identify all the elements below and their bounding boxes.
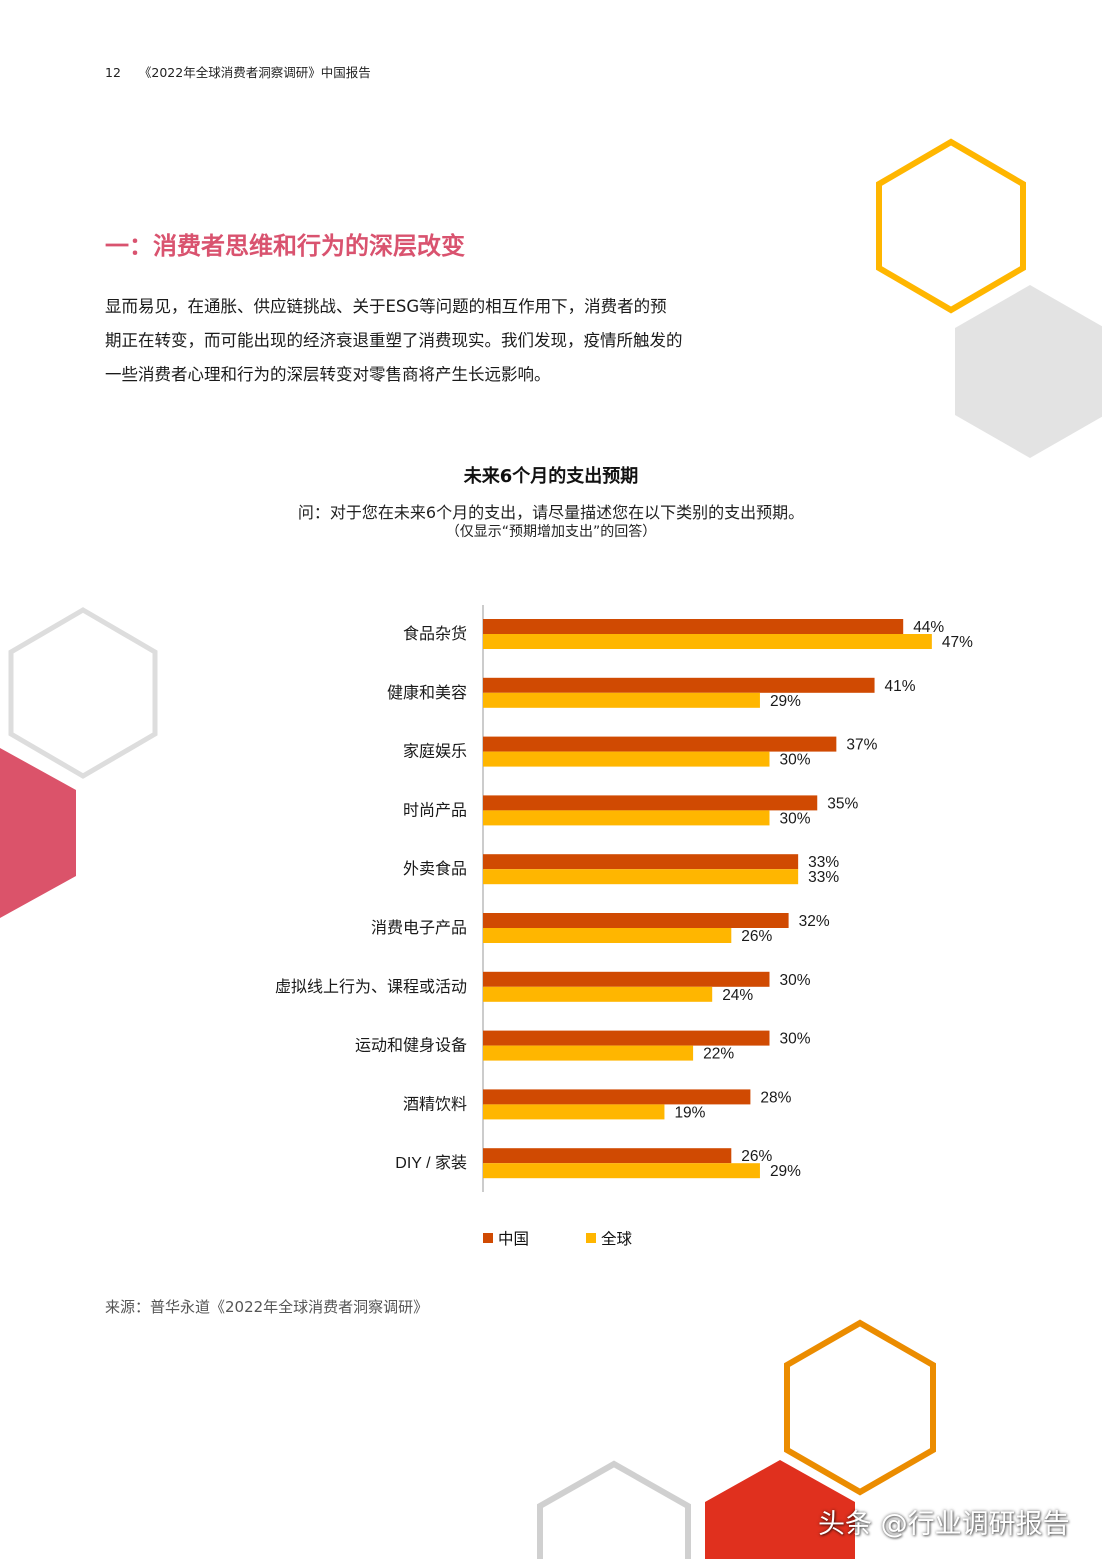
- red-hexagon-bottom: [705, 1460, 855, 1559]
- chart-title: 未来6个月的支出预期: [463, 466, 639, 487]
- category-label: 食品杂货: [403, 625, 467, 643]
- bar-global: [483, 634, 932, 649]
- legend-swatch-china: [483, 1233, 493, 1243]
- bar-china: [483, 971, 770, 987]
- data-label-china: 32%: [799, 913, 830, 930]
- bar-china: [483, 913, 789, 928]
- category-label: 时尚产品: [403, 801, 467, 819]
- legend-item-china: 中国: [483, 1227, 529, 1249]
- spending-expectation-bar-chart: 食品杂货 44%47% 健康和美容 41% 29% 家庭娱乐 37% 30% 时尚产品 35% 30…: [275, 605, 973, 1192]
- bar-global: [483, 751, 770, 767]
- bar-global: [483, 1045, 694, 1061]
- data-label-global: 47%: [942, 634, 973, 651]
- data-label-china: 26%: [741, 1148, 772, 1165]
- data-label-global: 30%: [780, 752, 811, 769]
- legend-swatch-global: [585, 1233, 596, 1243]
- bar-global: [483, 928, 732, 943]
- data-label-china: 41%: [885, 678, 916, 695]
- page-header: 12 《2022年全球消费者洞察调研》中国报告: [105, 62, 371, 81]
- bar-global: [483, 810, 770, 826]
- intro-paragraph: 显而易见，在通胀、供应链挑战、关于ESG等问题的相互作用下，消费者的预 期正在转…: [105, 290, 773, 392]
- bar-global: [483, 869, 799, 885]
- bar-global: [483, 692, 760, 708]
- category-label: 外卖食品: [403, 860, 467, 878]
- data-label-china: 37%: [846, 737, 877, 754]
- grey-hexagon-outline-left: [8, 607, 158, 779]
- data-label-china: 30%: [780, 1031, 811, 1048]
- legend-label-global: 全球: [600, 1230, 632, 1248]
- data-label-global: 29%: [770, 1163, 801, 1180]
- intro-line: 显而易见，在通胀、供应链挑战、关于ESG等问题的相互作用下，消费者的预: [105, 297, 667, 316]
- data-label-global: 22%: [703, 1046, 734, 1063]
- bar-china: [483, 619, 904, 634]
- category-label: 运动和健身设备: [355, 1037, 467, 1055]
- data-label-china: 35%: [827, 795, 858, 812]
- data-label-global: 30%: [780, 810, 811, 827]
- bar-china: [483, 1148, 732, 1164]
- chart-question: 问：对于您在未来6个月的支出，请尽量描述您在以下类别的支出预期。: [297, 503, 805, 522]
- category-label: 家庭娱乐: [403, 743, 467, 761]
- watermark: 头条 @行业调研报告: [818, 1509, 1070, 1540]
- category-label: DIY / 家装: [395, 1154, 467, 1172]
- yellow-hexagon-outline: [876, 138, 1026, 314]
- bar-china: [483, 795, 818, 811]
- category-label: 健康和美容: [387, 684, 467, 702]
- category-label: 消费电子产品: [371, 919, 467, 937]
- section-title: 一：消费者思维和行为的深层改变: [105, 232, 465, 260]
- bar-china: [483, 677, 875, 693]
- legend-item-global: 全球: [585, 1227, 632, 1249]
- legend-label-china: 中国: [498, 1230, 530, 1248]
- orange-hexagon-outline: [784, 1319, 936, 1496]
- intro-line: 一些消费者心理和行为的深层转变对零售商将产生长远影响。: [105, 365, 551, 384]
- data-label-global: 33%: [808, 869, 839, 886]
- data-label-china: 30%: [780, 972, 811, 989]
- grey-hexagon-outline-bottom: [537, 1460, 691, 1559]
- data-label-china: 33%: [808, 854, 839, 871]
- data-label-china: 44%: [913, 619, 944, 636]
- chart-note: （仅显示“预期增加支出”的回答）: [445, 524, 657, 540]
- data-label-global: 19%: [674, 1104, 705, 1121]
- grey-hexagon-right: [955, 285, 1102, 458]
- data-label-global: 24%: [722, 987, 753, 1004]
- page-number: 12: [105, 65, 121, 80]
- chart-legend: 中国 全球: [483, 1227, 684, 1249]
- intro-line: 期正在转变，而可能出现的经济衰退重塑了消费现实。我们发现，疫情所触发的: [105, 331, 683, 350]
- bar-china: [483, 736, 837, 752]
- bar-china: [483, 1030, 770, 1046]
- category-label: 虚拟线上行为、课程或活动: [275, 978, 467, 996]
- document-title: 《2022年全球消费者洞察调研》中国报告: [138, 65, 371, 80]
- pink-hexagon-left: [0, 748, 76, 918]
- data-label-global: 26%: [741, 928, 772, 945]
- bar-global: [483, 1163, 760, 1179]
- data-label-global: 29%: [770, 693, 801, 710]
- data-label-china: 28%: [760, 1089, 791, 1106]
- bar-global: [483, 1104, 665, 1120]
- source-note: 来源：普华永道《2022年全球消费者洞察调研》: [105, 1298, 429, 1316]
- bar-china: [483, 854, 799, 870]
- bar-global: [483, 986, 713, 1002]
- bar-china: [483, 1089, 751, 1105]
- category-label: 酒精饮料: [403, 1095, 467, 1113]
